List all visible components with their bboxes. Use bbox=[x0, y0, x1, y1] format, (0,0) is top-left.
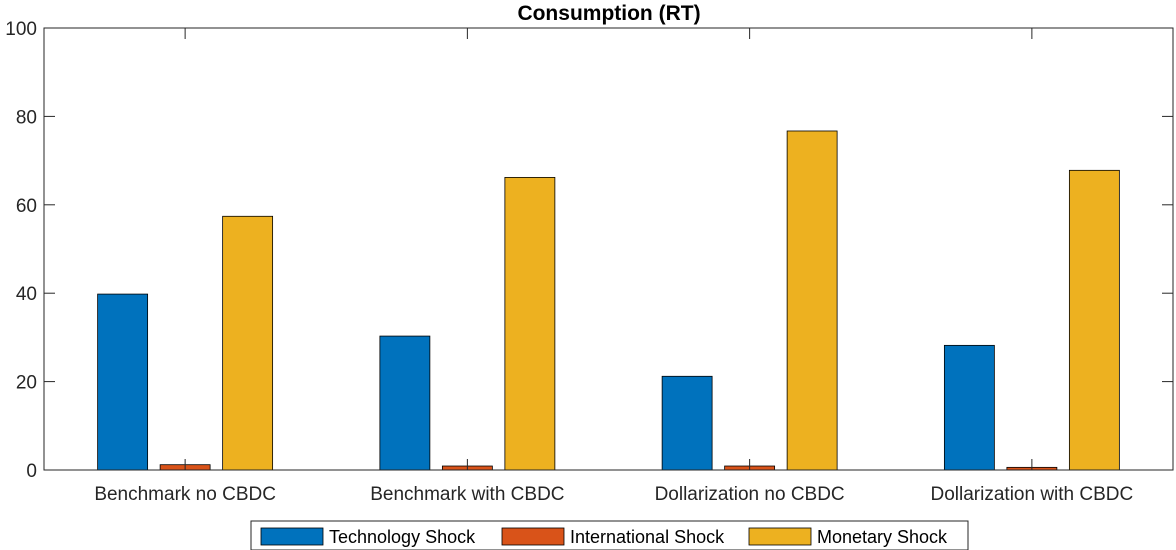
bar-technology-shock-3 bbox=[943, 344, 995, 471]
bar-monetary-shock-2 bbox=[786, 130, 838, 471]
legend: Technology Shock International Shock Monet… bbox=[250, 520, 969, 550]
bar-monetary-shock-1 bbox=[504, 176, 556, 471]
y-tick-label: 100 bbox=[5, 19, 37, 40]
y-tick-label: 20 bbox=[16, 373, 37, 394]
plot-area-frame bbox=[43, 27, 1174, 471]
x-category-label: Dollarization no CBDC bbox=[655, 484, 845, 505]
legend-label: Technology Shock bbox=[329, 527, 476, 547]
x-category-label: Benchmark with CBDC bbox=[370, 484, 564, 505]
legend-swatch-technology-shock bbox=[260, 527, 324, 546]
bar-technology-shock-2 bbox=[661, 375, 713, 471]
chart-title: Consumption (RT) bbox=[517, 2, 700, 25]
legend-box bbox=[250, 520, 969, 550]
bar-monetary-shock-0 bbox=[222, 215, 274, 471]
y-tick-label: 0 bbox=[26, 461, 37, 482]
axis-ticks bbox=[44, 27, 1173, 471]
bar-technology-shock-0 bbox=[97, 293, 149, 471]
bar-monetary-shock-3 bbox=[1068, 169, 1120, 471]
legend-label: International Shock bbox=[570, 527, 725, 547]
y-tick-label: 40 bbox=[16, 284, 37, 305]
y-axis-tick-labels: 0 20 40 60 80 100 bbox=[5, 19, 37, 482]
x-category-label: Dollarization with CBDC bbox=[931, 484, 1134, 505]
x-axis-category-labels: Benchmark no CBDC Benchmark with CBDC Doll… bbox=[94, 484, 1133, 505]
x-category-label: Benchmark no CBDC bbox=[94, 484, 276, 505]
legend-swatch-monetary-shock bbox=[748, 527, 812, 546]
legend-swatch-international-shock bbox=[501, 527, 565, 546]
bars-layer bbox=[97, 130, 1120, 471]
y-tick-label: 80 bbox=[16, 107, 37, 128]
bar-technology-shock-1 bbox=[379, 335, 431, 471]
y-tick-label: 60 bbox=[16, 196, 37, 217]
legend-label: Monetary Shock bbox=[817, 527, 948, 547]
